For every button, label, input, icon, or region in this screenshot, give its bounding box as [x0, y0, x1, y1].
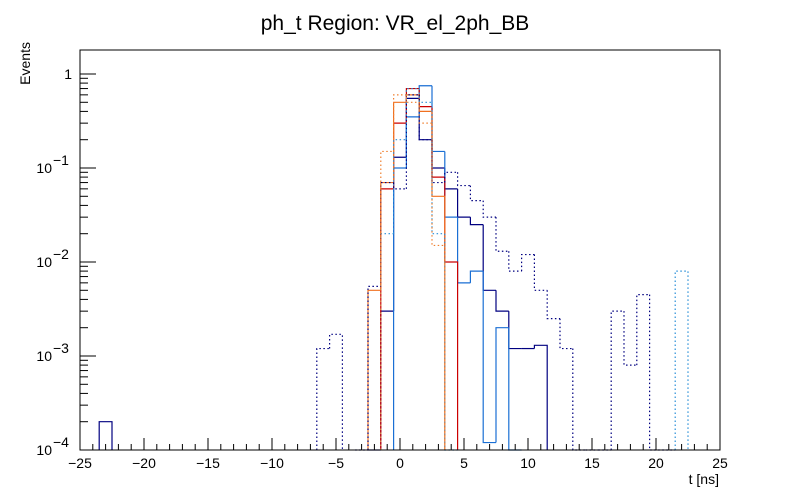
y-tick-exponent: −3 — [53, 340, 69, 356]
histogram-bin — [469, 217, 484, 226]
plot-frame — [79, 49, 721, 451]
histogram-bin — [533, 344, 548, 450]
x-axis-label: t [ns] — [689, 471, 719, 487]
y-tick-exponent: −1 — [53, 152, 69, 168]
histogram-bin — [533, 254, 548, 291]
x-tick-label: 10 — [520, 455, 536, 471]
histogram-bin — [482, 200, 496, 218]
x-tick-label: 0 — [396, 455, 404, 471]
histogram-bin — [457, 172, 471, 187]
histogram-bin — [418, 94, 432, 141]
histogram-bin — [546, 290, 560, 320]
x-tick-label: 5 — [460, 455, 468, 471]
x-tick-label: −15 — [196, 455, 220, 471]
histogram-bin — [495, 327, 509, 443]
axes-layer: −25 −20 −15 −10 −5 0 5 10 15 20 2510−410−310−210−1… — [36, 66, 728, 471]
x-tick-label: −25 — [68, 455, 92, 471]
y-tick-exponent: −2 — [53, 246, 69, 262]
histogram-bin — [393, 94, 407, 152]
x-tick-label: −10 — [260, 455, 284, 471]
histogram-bin — [674, 270, 689, 450]
histogram-bin — [469, 270, 484, 283]
histogram-bin — [367, 285, 381, 450]
histogram-bin — [380, 181, 394, 287]
histogram-bin — [495, 290, 509, 312]
y-tick-exponent: −4 — [53, 434, 69, 450]
x-tick-label: 20 — [648, 455, 664, 471]
chart-title: ph_t Region: VR_el_2ph_BB — [261, 12, 530, 35]
x-tick-label: 25 — [712, 455, 728, 471]
histogram-bin — [98, 421, 113, 450]
series-orange-dotted — [380, 94, 446, 450]
histogram-bin — [508, 251, 522, 272]
histogram-bin — [431, 123, 446, 450]
histogram-bin — [418, 102, 432, 124]
y-tick-label: 1 — [64, 66, 72, 82]
histogram-bin — [482, 271, 496, 444]
histogram-bin — [521, 253, 535, 272]
histogram-bin — [405, 87, 420, 140]
x-tick-label: −5 — [328, 455, 344, 471]
y-tick-label: 10 — [36, 160, 52, 176]
y-axis-label: Events — [17, 42, 33, 85]
x-tick-label: 15 — [584, 455, 600, 471]
y-tick-label: 10 — [36, 254, 52, 270]
histogram-bin — [418, 88, 432, 103]
histogram-bin — [329, 333, 343, 450]
y-tick-label: 10 — [36, 442, 52, 458]
y-tick-label: 10 — [36, 348, 52, 364]
histogram-bin — [469, 185, 484, 202]
histogram-bin — [316, 347, 330, 450]
x-tick-label: −20 — [132, 455, 156, 471]
